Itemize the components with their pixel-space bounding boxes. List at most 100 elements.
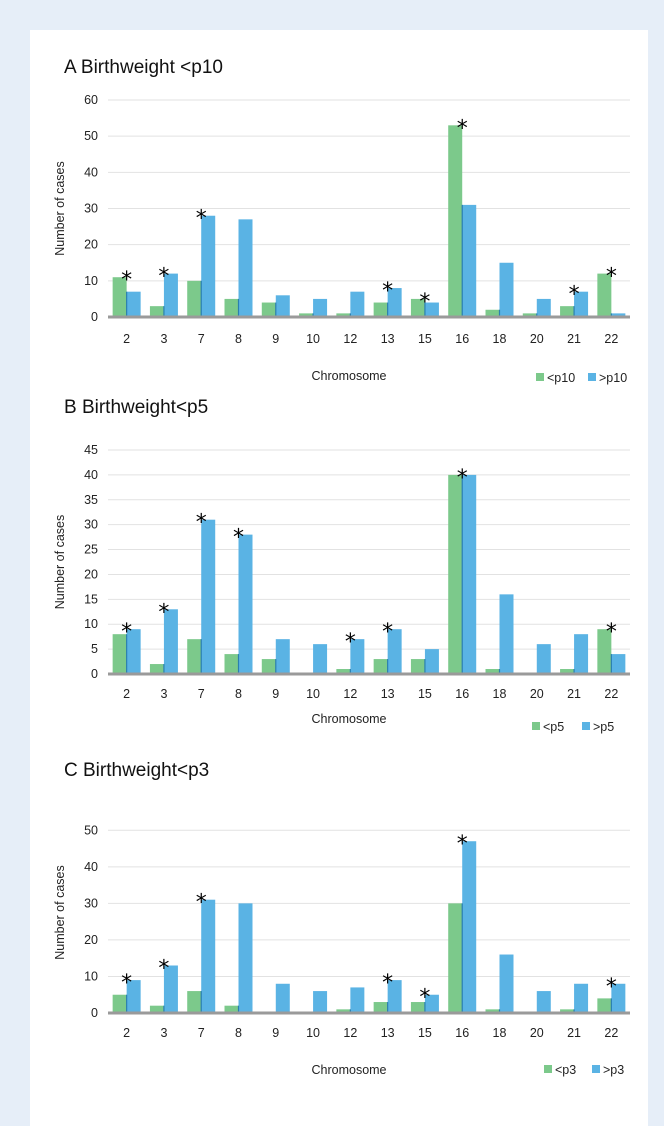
y-tick-label: 40 <box>84 860 98 874</box>
y-tick-label: 30 <box>84 202 98 216</box>
bar-below <box>261 302 276 317</box>
x-tick-label: 20 <box>530 332 544 346</box>
y-tick-label: 10 <box>84 969 98 983</box>
y-tick-label: 0 <box>91 310 98 324</box>
legend-label: >p5 <box>593 720 614 734</box>
significance-marker: * <box>158 956 169 981</box>
bar-below <box>112 994 127 1013</box>
bar-below <box>560 669 575 674</box>
y-tick-label: 20 <box>84 567 98 581</box>
x-tick-label: 13 <box>381 687 395 701</box>
y-tick-label: 0 <box>91 667 98 681</box>
x-tick-label: 2 <box>123 1026 130 1040</box>
y-tick-label: 25 <box>84 543 98 557</box>
x-tick-label: 20 <box>530 1026 544 1040</box>
bar-above <box>462 841 477 1013</box>
bar-above <box>536 298 551 317</box>
y-tick-label: 50 <box>84 823 98 837</box>
bar-above <box>313 644 328 674</box>
x-tick-label: 22 <box>604 1026 618 1040</box>
significance-marker: * <box>382 971 393 996</box>
legend-label: <p10 <box>547 371 575 385</box>
x-tick-label: 22 <box>604 332 618 346</box>
figure-panel <box>30 30 648 1126</box>
x-tick-label: 13 <box>381 332 395 346</box>
y-axis-label: Number of cases <box>53 865 67 959</box>
bar-below <box>224 1005 239 1013</box>
bar-below <box>597 998 612 1013</box>
y-tick-label: 45 <box>84 443 98 457</box>
chart-title: A Birthweight <p10 <box>64 57 223 78</box>
bar-below <box>224 298 239 317</box>
x-tick-label: 3 <box>160 1026 167 1040</box>
x-tick-label: 7 <box>198 687 205 701</box>
x-tick-label: 15 <box>418 332 432 346</box>
x-tick-label: 2 <box>123 687 130 701</box>
bar-above <box>536 644 551 674</box>
x-tick-label: 2 <box>123 332 130 346</box>
y-tick-label: 10 <box>84 617 98 631</box>
bar-below <box>560 306 575 317</box>
x-tick-label: 9 <box>272 332 279 346</box>
x-tick-label: 18 <box>493 687 507 701</box>
significance-marker: * <box>196 891 207 916</box>
bar-above <box>163 965 178 1013</box>
bar-below <box>336 1009 351 1013</box>
significance-marker: * <box>196 207 207 232</box>
x-tick-label: 21 <box>567 332 581 346</box>
x-tick-label: 9 <box>272 687 279 701</box>
significance-marker: * <box>345 630 356 655</box>
significance-marker: * <box>606 265 617 290</box>
bar-above <box>387 980 402 1013</box>
x-tick-label: 12 <box>343 332 357 346</box>
x-axis-label: Chromosome <box>311 1063 386 1077</box>
bar-above <box>462 204 477 317</box>
y-tick-label: 0 <box>91 1006 98 1020</box>
bar-above <box>201 215 216 317</box>
x-tick-label: 10 <box>306 687 320 701</box>
bar-below <box>373 1002 388 1013</box>
y-tick-label: 10 <box>84 274 98 288</box>
y-tick-label: 5 <box>91 642 98 656</box>
y-axis-label: Number of cases <box>53 515 67 609</box>
significance-marker: * <box>569 283 580 308</box>
bar-below <box>187 991 202 1013</box>
bar-above <box>350 987 365 1013</box>
bar-below <box>485 1009 500 1013</box>
bar-below <box>373 302 388 317</box>
y-tick-label: 50 <box>84 129 98 143</box>
significance-marker: * <box>457 832 468 857</box>
significance-marker: * <box>457 466 468 491</box>
significance-marker: * <box>382 279 393 304</box>
x-tick-label: 20 <box>530 687 544 701</box>
bar-above <box>350 639 365 674</box>
bar-above <box>201 519 216 674</box>
bar-above <box>275 295 290 317</box>
y-tick-label: 40 <box>84 165 98 179</box>
significance-marker: * <box>419 986 430 1011</box>
x-tick-label: 16 <box>455 687 469 701</box>
significance-marker: * <box>382 620 393 645</box>
bar-below <box>597 273 612 317</box>
bar-above <box>424 302 439 317</box>
y-tick-label: 20 <box>84 238 98 252</box>
x-tick-label: 3 <box>160 332 167 346</box>
bar-below <box>149 664 164 674</box>
significance-marker: * <box>121 971 132 996</box>
bar-above <box>462 474 477 674</box>
legend-label: <p5 <box>543 720 564 734</box>
bar-above <box>574 634 589 674</box>
significance-marker: * <box>457 116 468 141</box>
bar-above <box>313 298 328 317</box>
bar-above <box>163 273 178 317</box>
significance-marker: * <box>158 600 169 625</box>
legend-swatch <box>536 373 544 381</box>
x-tick-label: 18 <box>493 332 507 346</box>
bar-below <box>448 125 463 317</box>
significance-marker: * <box>419 290 430 315</box>
bar-above <box>387 288 402 317</box>
x-tick-label: 21 <box>567 687 581 701</box>
bar-below <box>336 313 351 317</box>
x-tick-label: 7 <box>198 332 205 346</box>
significance-marker: * <box>158 265 169 290</box>
